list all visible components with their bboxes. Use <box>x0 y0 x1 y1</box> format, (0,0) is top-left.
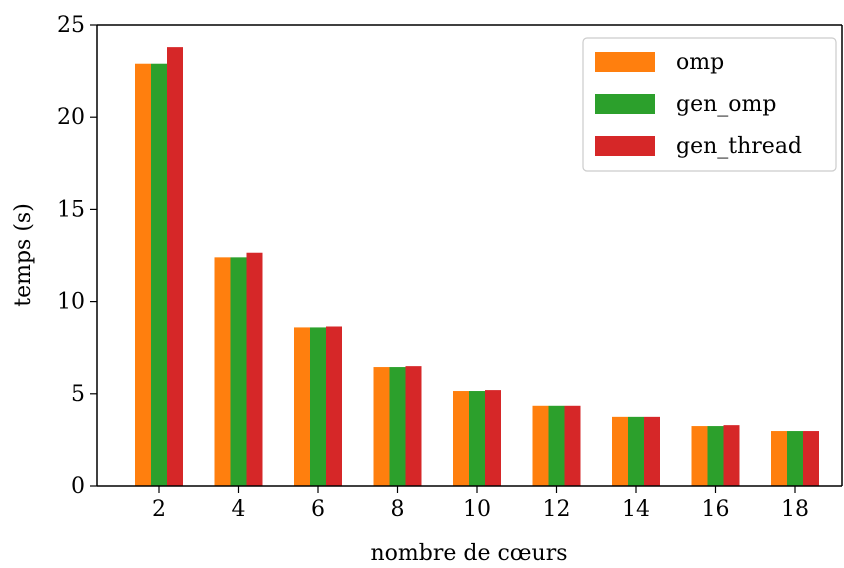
bar-omp-8 <box>373 367 390 486</box>
bar-gen_omp-4 <box>230 257 247 486</box>
bar-gen_omp-2 <box>151 63 167 486</box>
x-tick-label: 8 <box>391 497 405 522</box>
bar-gen_thread-8 <box>405 366 422 486</box>
legend-label-gen_thread: gen_thread <box>676 134 802 159</box>
bar-gen_thread-14 <box>644 416 660 486</box>
bar-gen_omp-8 <box>389 367 406 486</box>
x-axis-label: nombre de cœurs <box>370 541 567 566</box>
x-tick-label: 18 <box>781 497 809 522</box>
bar-gen_thread-2 <box>167 47 183 487</box>
bar-omp-12 <box>532 405 549 486</box>
y-tick-label: 15 <box>57 197 85 222</box>
bar-gen_thread-16 <box>723 425 740 486</box>
bars-layer <box>135 47 819 487</box>
legend-swatch-gen_omp <box>595 94 655 114</box>
y-tick-label: 10 <box>57 290 85 315</box>
y-tick-label: 0 <box>71 474 85 499</box>
bar-gen_thread-10 <box>485 390 501 486</box>
y-tick-label: 20 <box>57 105 85 130</box>
x-tick-label: 16 <box>702 497 730 522</box>
x-tick-label: 2 <box>152 497 166 522</box>
y-ticks-layer: 0 5 10 15 20 25 <box>57 13 97 499</box>
axes-layer <box>96 24 843 487</box>
bar-gen_omp-10 <box>469 391 485 486</box>
bar-gen_omp-6 <box>310 327 326 486</box>
bar-gen_thread-18 <box>803 431 819 486</box>
legend-swatch-gen_thread <box>595 136 655 156</box>
bar-gen_thread-12 <box>564 405 581 486</box>
x-tick-label: 6 <box>311 497 325 522</box>
bar-omp-16 <box>691 426 708 486</box>
y-tick-label: 25 <box>57 13 85 38</box>
bar-omp-4 <box>214 257 231 486</box>
x-ticks-layer: 2 4 6 8 10 12 14 16 18 <box>152 486 809 522</box>
bar-omp-14 <box>612 416 628 486</box>
bar-gen_omp-14 <box>628 416 644 486</box>
bar-omp-2 <box>135 63 151 486</box>
legend-swatch-omp <box>595 52 655 72</box>
bar-omp-10 <box>453 391 469 486</box>
x-tick-label: 14 <box>622 497 650 522</box>
legend-label-gen_omp: gen_omp <box>676 92 776 117</box>
bar-gen_omp-16 <box>707 426 724 486</box>
bar-omp-18 <box>771 431 787 486</box>
bar-gen_omp-12 <box>548 405 565 486</box>
legend-label-omp: omp <box>676 50 724 75</box>
y-axis-label: temps (s) <box>11 203 36 307</box>
x-tick-label: 12 <box>543 497 571 522</box>
x-tick-label: 4 <box>232 497 246 522</box>
bar-gen_thread-6 <box>326 326 342 486</box>
bar-gen_thread-4 <box>246 252 263 486</box>
bar-omp-6 <box>294 327 310 486</box>
x-tick-label: 10 <box>463 497 491 522</box>
legend: omp gen_omp gen_thread <box>582 37 837 172</box>
y-tick-label: 5 <box>71 382 85 407</box>
bar-gen_omp-18 <box>787 431 803 486</box>
